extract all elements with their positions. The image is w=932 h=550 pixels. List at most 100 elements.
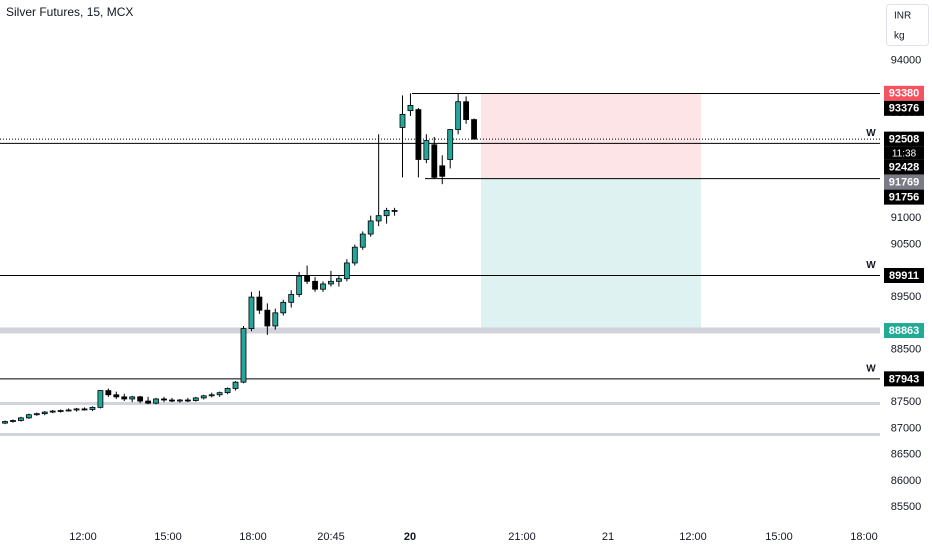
- unit-box[interactable]: [886, 4, 929, 46]
- price-tag: [884, 323, 924, 339]
- candle-body: [359, 233, 366, 248]
- candle-body: [161, 398, 167, 401]
- candle-body: [129, 396, 136, 400]
- candle-body: [216, 392, 223, 396]
- candle-body: [328, 280, 334, 285]
- price-tag: [884, 131, 924, 147]
- candle-body: [383, 210, 390, 217]
- candle-body: [33, 413, 40, 416]
- price-tag: [884, 85, 924, 101]
- candle-body: [399, 113, 406, 128]
- countdown-box: [884, 146, 924, 160]
- candle-body: [137, 396, 144, 402]
- candle-body: [73, 408, 80, 411]
- candle-body: [248, 296, 255, 329]
- candle-body: [423, 140, 430, 160]
- price-tag-label: 89911: [889, 270, 919, 282]
- price-tag-label: 93380: [889, 88, 920, 100]
- price-tag: [884, 371, 924, 387]
- candle-body: [256, 296, 263, 311]
- x-tick-label: 18:00: [239, 531, 267, 543]
- candle-body: [431, 144, 438, 178]
- candle-body: [463, 101, 470, 120]
- y-tick-label: 91000: [891, 212, 922, 224]
- candle-body: [447, 129, 454, 160]
- candle-body: [184, 399, 191, 402]
- candle-body: [10, 420, 16, 422]
- y-tick-label: 87000: [891, 422, 922, 434]
- candle-body: [304, 275, 311, 282]
- candle-body: [153, 398, 159, 404]
- y-tick-label: 86500: [891, 449, 922, 461]
- y-tick-label: 90500: [891, 238, 922, 250]
- price-tag: [884, 100, 924, 116]
- candle-body: [264, 309, 271, 327]
- price-tag-label: 87943: [889, 373, 920, 385]
- currency: INR: [894, 11, 911, 22]
- level-label: W: [866, 260, 876, 271]
- candle-body: [367, 220, 374, 235]
- stop-zone: [481, 93, 701, 178]
- price-tag: [884, 267, 924, 283]
- candle-body: [335, 278, 342, 282]
- candle-body: [176, 399, 183, 402]
- price-tag-label: 93376: [889, 103, 920, 115]
- candle-body: [200, 395, 207, 399]
- x-tick-label: 18:00: [850, 531, 878, 543]
- y-tick-label: 86000: [891, 475, 922, 487]
- candle-body: [49, 410, 56, 413]
- candle-body: [407, 104, 414, 112]
- candle-body: [208, 394, 215, 397]
- candle-body: [240, 328, 247, 383]
- candle-body: [224, 388, 231, 394]
- price-tag-label: 92428: [889, 162, 920, 174]
- y-tick-label: 85500: [891, 501, 922, 513]
- plot: 9400093000910009050089500885008750087000…: [0, 55, 921, 543]
- candle-body: [455, 101, 462, 130]
- candle-body: [113, 394, 120, 398]
- candle-body: [57, 410, 64, 412]
- candle-body: [2, 421, 8, 424]
- candle-body: [415, 109, 422, 160]
- x-tick-label: 12:00: [679, 531, 707, 543]
- candle-body: [145, 400, 152, 404]
- x-tick-label: 21: [602, 531, 614, 543]
- candle-body: [471, 119, 477, 140]
- target-zone: [481, 177, 701, 331]
- candle-body: [343, 262, 350, 280]
- y-tick-label: 89500: [891, 291, 922, 303]
- candle-body: [272, 312, 279, 327]
- candle-body: [81, 408, 88, 411]
- candle-body: [320, 283, 326, 290]
- y-tick-label: 87500: [891, 396, 922, 408]
- x-tick-label: 20: [404, 531, 416, 543]
- level-label: W: [866, 363, 876, 374]
- candle-body: [169, 399, 175, 402]
- price-tag-label: 92508: [889, 134, 920, 146]
- candle-body: [351, 246, 358, 264]
- x-tick-label: 21:00: [508, 531, 536, 543]
- candle-body: [375, 215, 382, 222]
- x-tick-label: 15:00: [154, 531, 182, 543]
- candle-body: [89, 406, 96, 410]
- x-tick-label: 20:45: [317, 531, 345, 543]
- candle-body: [17, 417, 24, 421]
- y-tick-label: 88500: [891, 344, 922, 356]
- x-tick-label: 15:00: [765, 531, 793, 543]
- candle-body: [65, 409, 72, 412]
- price-tag-label: 88863: [889, 325, 920, 337]
- candle-body: [105, 390, 112, 396]
- x-tick-label: 12:00: [69, 531, 97, 543]
- chart-title: Silver Futures, 15, MCX: [6, 5, 133, 19]
- candle-body: [280, 301, 287, 314]
- candle-body: [121, 396, 128, 400]
- candle-body: [97, 390, 104, 408]
- price-tag: [884, 189, 924, 205]
- candle-body: [391, 210, 398, 212]
- candle-body: [296, 275, 303, 295]
- candle-body: [192, 397, 199, 401]
- candle-body: [25, 414, 32, 419]
- unit: kg: [894, 31, 905, 42]
- price-tag-label: 91769: [889, 177, 920, 189]
